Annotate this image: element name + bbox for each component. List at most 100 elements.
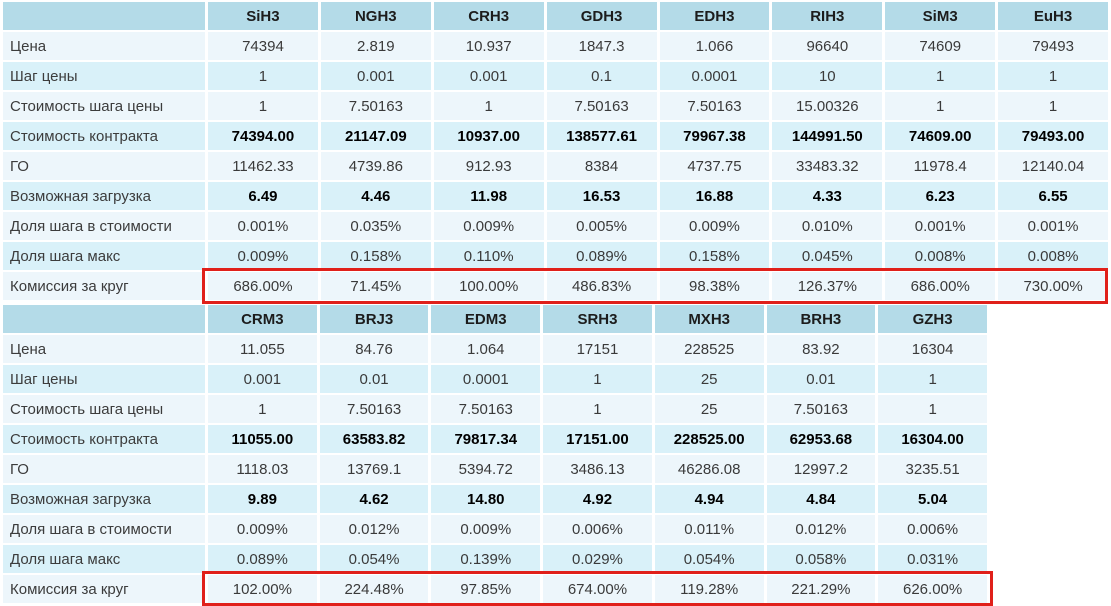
- cell[interactable]: 0.139%: [428, 543, 544, 575]
- cell[interactable]: 0.1: [543, 60, 660, 92]
- cell[interactable]: 10.937: [430, 30, 547, 62]
- cell[interactable]: 0.089%: [205, 543, 320, 575]
- row-label[interactable]: Стоимость контракта: [0, 120, 208, 152]
- cell[interactable]: 1118.03: [205, 453, 320, 485]
- cell[interactable]: 1: [875, 393, 990, 425]
- column-header-sih3[interactable]: SiH3: [205, 0, 321, 32]
- cell[interactable]: 4737.75: [656, 150, 773, 182]
- cell[interactable]: 0.001: [317, 60, 434, 92]
- cell[interactable]: 6.49: [205, 180, 321, 212]
- cell[interactable]: 33483.32: [769, 150, 886, 182]
- cell[interactable]: 1847.3: [543, 30, 660, 62]
- cell[interactable]: 84.76: [316, 333, 432, 365]
- cell[interactable]: 21147.09: [317, 120, 434, 152]
- row-label[interactable]: Возможная загрузка: [0, 180, 208, 212]
- cell[interactable]: 25: [651, 363, 767, 395]
- cell[interactable]: 5394.72: [428, 453, 544, 485]
- cell[interactable]: 0.058%: [763, 543, 879, 575]
- row-label[interactable]: Комиссия за круг: [0, 270, 208, 302]
- cell[interactable]: 0.01: [316, 363, 432, 395]
- cell[interactable]: 0.009%: [428, 513, 544, 545]
- cell[interactable]: 12140.04: [995, 150, 1111, 182]
- cell[interactable]: 74609.00: [882, 120, 999, 152]
- cell[interactable]: 126.37%: [769, 270, 886, 302]
- row-label[interactable]: Шаг цены: [0, 363, 208, 395]
- cell[interactable]: 228525: [651, 333, 767, 365]
- cell[interactable]: 0.011%: [651, 513, 767, 545]
- cell[interactable]: 16.88: [656, 180, 773, 212]
- cell[interactable]: 626.00%: [875, 573, 990, 605]
- row-label[interactable]: Шаг цены: [0, 60, 208, 92]
- cell[interactable]: 4.46: [317, 180, 434, 212]
- column-header-sim3[interactable]: SiM3: [882, 0, 999, 32]
- cell[interactable]: 0.008%: [995, 240, 1111, 272]
- row-label[interactable]: Цена: [0, 333, 208, 365]
- cell[interactable]: 2.819: [317, 30, 434, 62]
- corner-cell[interactable]: [0, 0, 208, 32]
- cell[interactable]: 79493: [995, 30, 1111, 62]
- cell[interactable]: 6.55: [995, 180, 1111, 212]
- cell[interactable]: 6.23: [882, 180, 999, 212]
- column-header-brh3[interactable]: BRH3: [763, 303, 879, 335]
- cell[interactable]: 0.009%: [656, 210, 773, 242]
- cell[interactable]: 0.001: [430, 60, 547, 92]
- cell[interactable]: 1: [882, 90, 999, 122]
- cell[interactable]: 0.001: [205, 363, 320, 395]
- cell[interactable]: 686.00%: [205, 270, 321, 302]
- row-label[interactable]: Стоимость контракта: [0, 423, 208, 455]
- cell[interactable]: 0.001%: [995, 210, 1111, 242]
- cell[interactable]: 16.53: [543, 180, 660, 212]
- cell[interactable]: 14.80: [428, 483, 544, 515]
- row-label[interactable]: Возможная загрузка: [0, 483, 208, 515]
- column-header-rih3[interactable]: RIH3: [769, 0, 886, 32]
- cell[interactable]: 0.031%: [875, 543, 990, 575]
- cell[interactable]: 1: [995, 90, 1111, 122]
- cell[interactable]: 0.012%: [316, 513, 432, 545]
- column-header-crh3[interactable]: CRH3: [430, 0, 547, 32]
- row-label[interactable]: Доля шага в стоимости: [0, 210, 208, 242]
- cell[interactable]: 17151.00: [540, 423, 655, 455]
- cell[interactable]: 0.029%: [540, 543, 655, 575]
- cell[interactable]: 7.50163: [317, 90, 434, 122]
- cell[interactable]: 10: [769, 60, 886, 92]
- row-label[interactable]: Доля шага в стоимости: [0, 513, 208, 545]
- column-header-srh3[interactable]: SRH3: [540, 303, 655, 335]
- cell[interactable]: 98.38%: [656, 270, 773, 302]
- cell[interactable]: 74394.00: [205, 120, 321, 152]
- cell[interactable]: 912.93: [430, 150, 547, 182]
- cell[interactable]: 7.50163: [543, 90, 660, 122]
- cell[interactable]: 486.83%: [543, 270, 660, 302]
- cell[interactable]: 0.009%: [205, 513, 320, 545]
- cell[interactable]: 0.010%: [769, 210, 886, 242]
- cell[interactable]: 79967.38: [656, 120, 773, 152]
- cell[interactable]: 0.001%: [882, 210, 999, 242]
- cell[interactable]: 9.89: [205, 483, 320, 515]
- cell[interactable]: 13769.1: [316, 453, 432, 485]
- cell[interactable]: 1: [540, 363, 655, 395]
- cell[interactable]: 7.50163: [428, 393, 544, 425]
- cell[interactable]: 83.92: [763, 333, 879, 365]
- cell[interactable]: 4.33: [769, 180, 886, 212]
- cell[interactable]: 79493.00: [995, 120, 1111, 152]
- cell[interactable]: 0.158%: [656, 240, 773, 272]
- column-header-gzh3[interactable]: GZH3: [875, 303, 990, 335]
- cell[interactable]: 1: [995, 60, 1111, 92]
- cell[interactable]: 11.98: [430, 180, 547, 212]
- cell[interactable]: 144991.50: [769, 120, 886, 152]
- cell[interactable]: 686.00%: [882, 270, 999, 302]
- cell[interactable]: 0.005%: [543, 210, 660, 242]
- cell[interactable]: 102.00%: [205, 573, 320, 605]
- cell[interactable]: 0.001%: [205, 210, 321, 242]
- column-header-euh3[interactable]: EuH3: [995, 0, 1111, 32]
- column-header-crm3[interactable]: CRM3: [205, 303, 320, 335]
- cell[interactable]: 0.009%: [205, 240, 321, 272]
- cell[interactable]: 79817.34: [428, 423, 544, 455]
- cell[interactable]: 12997.2: [763, 453, 879, 485]
- row-label[interactable]: Цена: [0, 30, 208, 62]
- cell[interactable]: 4.92: [540, 483, 655, 515]
- cell[interactable]: 11978.4: [882, 150, 999, 182]
- cell[interactable]: 0.0001: [428, 363, 544, 395]
- cell[interactable]: 674.00%: [540, 573, 655, 605]
- cell[interactable]: 730.00%: [995, 270, 1111, 302]
- cell[interactable]: 4.62: [316, 483, 432, 515]
